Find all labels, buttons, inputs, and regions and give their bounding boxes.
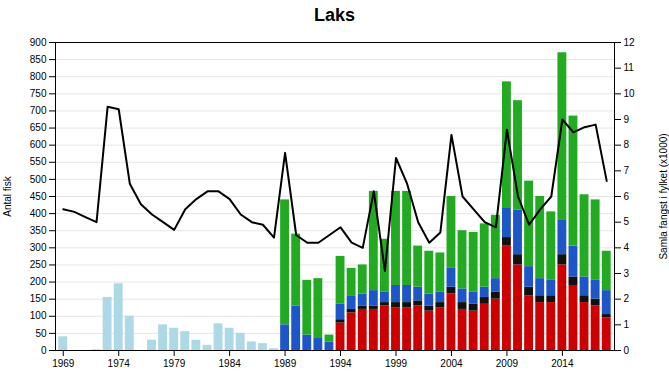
svg-text:8: 8 — [624, 139, 630, 150]
svg-text:550: 550 — [30, 156, 47, 167]
svg-text:1994: 1994 — [329, 358, 352, 369]
svg-text:100: 100 — [30, 310, 47, 321]
svg-text:50: 50 — [35, 328, 47, 339]
svg-text:1974: 1974 — [108, 358, 131, 369]
svg-text:150: 150 — [30, 293, 47, 304]
svg-text:5: 5 — [624, 216, 630, 227]
svg-text:250: 250 — [30, 259, 47, 270]
svg-text:11: 11 — [624, 62, 635, 73]
svg-text:850: 850 — [30, 54, 47, 65]
svg-text:2009: 2009 — [496, 358, 519, 369]
svg-text:0: 0 — [41, 345, 47, 356]
svg-text:7: 7 — [624, 165, 630, 176]
svg-text:10: 10 — [624, 88, 636, 99]
svg-text:800: 800 — [30, 71, 47, 82]
svg-text:350: 350 — [30, 225, 47, 236]
svg-text:1989: 1989 — [274, 358, 297, 369]
svg-text:4: 4 — [624, 242, 630, 253]
svg-text:1984: 1984 — [219, 358, 242, 369]
svg-text:6: 6 — [624, 191, 630, 202]
svg-text:2004: 2004 — [440, 358, 463, 369]
svg-text:1969: 1969 — [52, 358, 75, 369]
svg-text:12: 12 — [624, 37, 636, 48]
svg-text:Samla fangst i fylket (x1000): Samla fangst i fylket (x1000) — [658, 133, 669, 259]
svg-text:600: 600 — [30, 139, 47, 150]
svg-text:500: 500 — [30, 174, 47, 185]
svg-text:Antal fisk: Antal fisk — [2, 175, 13, 217]
svg-text:9: 9 — [624, 114, 630, 125]
svg-text:1: 1 — [624, 319, 630, 330]
svg-text:0: 0 — [624, 345, 630, 356]
svg-text:2: 2 — [624, 293, 630, 304]
svg-text:2014: 2014 — [551, 358, 574, 369]
svg-text:200: 200 — [30, 276, 47, 287]
svg-text:700: 700 — [30, 105, 47, 116]
svg-text:1999: 1999 — [385, 358, 408, 369]
svg-text:1979: 1979 — [163, 358, 186, 369]
html-text:Laks: Laks — [314, 5, 355, 25]
svg-text:900: 900 — [30, 37, 47, 48]
svg-text:300: 300 — [30, 242, 47, 253]
svg-text:750: 750 — [30, 88, 47, 99]
svg-text:3: 3 — [624, 268, 630, 279]
svg-text:450: 450 — [30, 191, 47, 202]
svg-text:400: 400 — [30, 208, 47, 219]
svg-text:650: 650 — [30, 122, 47, 133]
